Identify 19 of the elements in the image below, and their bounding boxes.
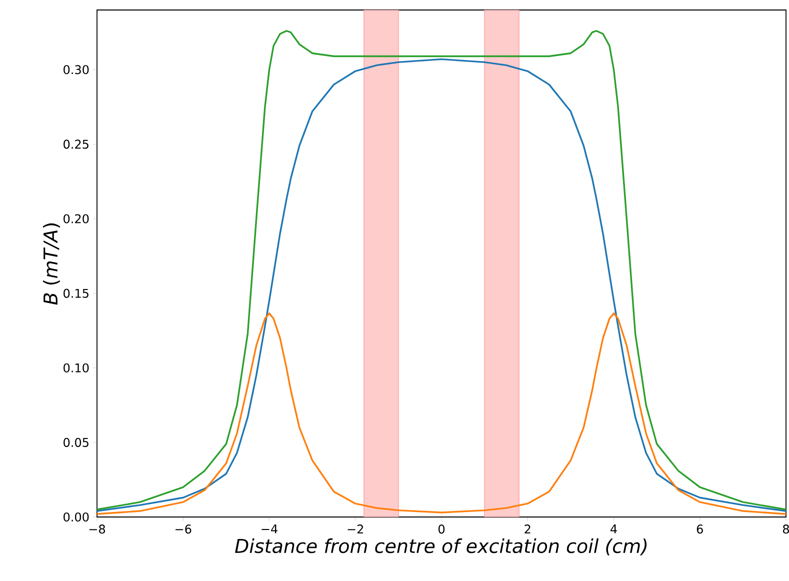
x-tick-label: 4 bbox=[610, 524, 617, 534]
x-tick-label: −6 bbox=[176, 524, 192, 534]
y-tick-label: 0.20 bbox=[64, 214, 89, 224]
x-tick-label: 8 bbox=[782, 524, 789, 534]
y-tick-label: 0.15 bbox=[64, 288, 88, 298]
y-tick-label: 0.30 bbox=[64, 65, 89, 74]
y-tick-label: 0.00 bbox=[64, 512, 89, 522]
x-tick-label: −4 bbox=[262, 524, 278, 534]
y-tick-label: 0.05 bbox=[64, 438, 88, 447]
y-axis-title: B (mT/A) bbox=[42, 223, 60, 305]
x-tick-label: 6 bbox=[696, 524, 703, 534]
x-tick-label: −2 bbox=[348, 524, 364, 534]
y-tick-label: 0.25 bbox=[64, 140, 88, 149]
x-tick-label: 0 bbox=[438, 524, 445, 534]
x-tick-label: 2 bbox=[524, 524, 530, 534]
x-tick-label: −8 bbox=[89, 524, 106, 534]
y-tick-label: 0.10 bbox=[64, 363, 89, 372]
line-series bbox=[97, 312, 786, 515]
x-axis-title: Distance from centre of excitation coil (cm) bbox=[235, 538, 647, 556]
